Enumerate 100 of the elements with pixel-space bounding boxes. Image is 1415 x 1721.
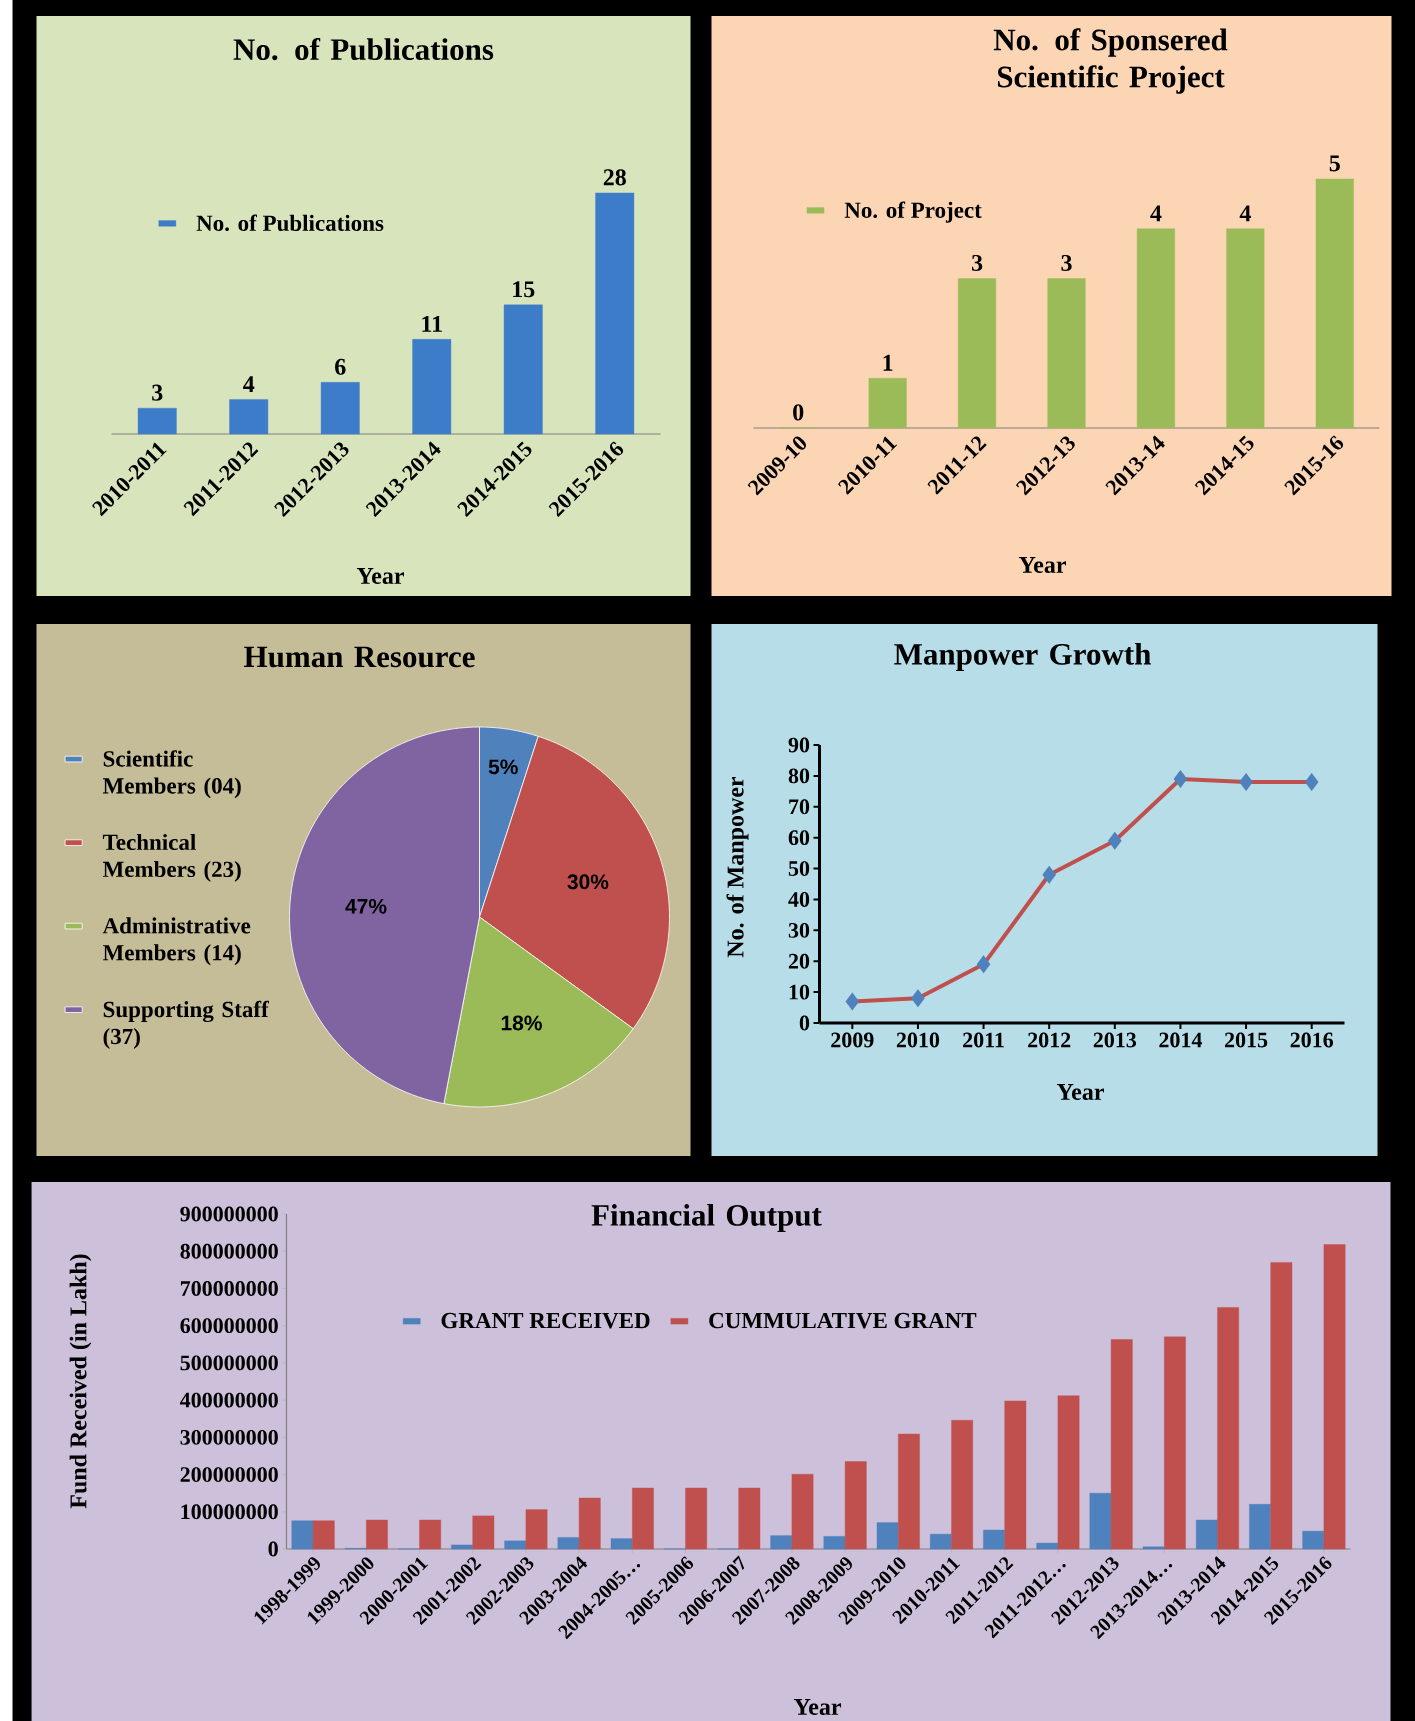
data-label: 5% <box>488 759 518 775</box>
y-tick-label: 400000000 <box>179 1392 278 1408</box>
bar <box>610 1538 633 1550</box>
bar <box>791 1474 814 1550</box>
y-tick-label: 500000000 <box>180 1355 278 1371</box>
chart-title: Manpower Growth <box>893 642 1151 672</box>
chart-title: Human Resource <box>243 646 475 668</box>
bar <box>1089 1492 1112 1550</box>
bar <box>525 1509 548 1550</box>
data-label: 3 <box>151 384 163 401</box>
x-tick-label: 2010 <box>896 1032 939 1048</box>
data-label: 15 <box>512 281 535 298</box>
bar <box>1036 1542 1058 1550</box>
y-axis-title: No. of Manpower <box>726 776 749 958</box>
data-label: 3 <box>1061 254 1072 272</box>
x-axis-title: Year <box>356 568 404 584</box>
bar <box>419 1519 441 1550</box>
bar <box>312 1520 335 1550</box>
data-label: 28 <box>603 169 626 186</box>
chart-title: No. of Publications <box>233 37 493 61</box>
x-tick-label: 2016 <box>1290 1032 1333 1048</box>
y-tick-label: 100000000 <box>181 1504 278 1520</box>
legend-label: Administrative Members (14) <box>102 917 250 966</box>
bar <box>1195 1519 1218 1550</box>
x-tick-label: 2012 <box>1027 1032 1071 1048</box>
legend-label: CUMMULATIVE GRANT <box>709 1312 977 1329</box>
x-tick-label: 2009 <box>831 1032 874 1048</box>
bar <box>1136 228 1175 429</box>
bar <box>1248 1504 1271 1550</box>
data-label: 47% <box>345 898 387 914</box>
bar <box>450 1544 473 1550</box>
bar <box>365 1519 388 1550</box>
bar <box>320 382 360 435</box>
y-tick-label: 200000000 <box>180 1467 278 1482</box>
bar <box>951 1420 973 1550</box>
y-tick-label: 60 <box>788 830 809 846</box>
y-tick-label: 80 <box>788 768 809 784</box>
bar <box>1270 1262 1292 1550</box>
y-tick-label: 900000000 <box>180 1206 278 1222</box>
bar <box>868 377 907 429</box>
data-label: 4 <box>242 376 255 393</box>
x-tick-label: 2014 <box>1159 1032 1202 1048</box>
y-tick-label: 0 <box>268 1541 278 1557</box>
legend-label: No. of Publications <box>196 214 384 232</box>
data-label: 30% <box>567 874 609 890</box>
bar <box>229 399 268 435</box>
y-tick-label: 90 <box>788 737 809 753</box>
y-tick-label: 50 <box>788 861 809 876</box>
x-axis-title: Year <box>1056 1084 1104 1100</box>
x-tick-label: 2015 <box>1224 1032 1268 1048</box>
bar <box>631 1487 654 1550</box>
y-tick-label: 300000000 <box>180 1429 278 1445</box>
bar <box>595 192 634 435</box>
data-label: 3 <box>971 254 983 272</box>
y-tick-label: 600000000 <box>180 1318 278 1334</box>
y-tick-label: 30 <box>788 922 809 938</box>
bar <box>1323 1244 1346 1550</box>
x-axis-title: Year <box>793 1699 841 1715</box>
chart-title: Financial Output <box>591 1203 822 1233</box>
bar <box>1047 278 1086 429</box>
chart-title: No. of Sponsered Scientific Project <box>993 28 1228 94</box>
data-label: 11 <box>422 315 442 332</box>
y-tick-label: 0 <box>799 1015 809 1031</box>
y-tick-label: 20 <box>788 953 809 969</box>
bar <box>982 1529 1005 1550</box>
bar <box>1315 178 1354 429</box>
bar <box>557 1537 580 1550</box>
bar <box>578 1497 601 1550</box>
data-label: 18% <box>501 1015 542 1031</box>
bar <box>929 1533 952 1550</box>
bar <box>876 1522 899 1550</box>
data-label: 4 <box>1239 205 1251 222</box>
bar <box>957 278 996 429</box>
bar <box>844 1461 867 1550</box>
bar <box>412 339 451 435</box>
y-tick-label: 70 <box>788 799 809 815</box>
legend-label: Technical Members (23) <box>102 833 241 882</box>
legend-label: Supporting Staff (37) <box>103 1000 269 1049</box>
data-label: 4 <box>1150 205 1162 222</box>
bar <box>738 1487 760 1550</box>
bar <box>685 1487 707 1550</box>
bar <box>1057 1395 1080 1550</box>
bar <box>503 304 543 435</box>
bar <box>291 1520 314 1550</box>
legend-label: No. of Project <box>844 201 982 223</box>
bar <box>1226 228 1265 429</box>
bar <box>1163 1336 1186 1550</box>
y-axis-title: Fund Received (in Lakh) <box>69 1254 92 1509</box>
y-tick-label: 800000000 <box>180 1243 278 1259</box>
legend-label: GRANT RECEIVED <box>441 1312 650 1329</box>
bar <box>1302 1530 1324 1550</box>
bar <box>1142 1546 1165 1550</box>
y-tick-label: 700000000 <box>180 1281 278 1296</box>
data-label: 1 <box>883 354 893 371</box>
data-label: 5 <box>1329 155 1340 172</box>
x-tick-label: 2013 <box>1093 1032 1136 1048</box>
bar <box>504 1540 526 1550</box>
bar <box>1004 1400 1026 1550</box>
bar <box>823 1536 846 1550</box>
bar <box>472 1515 494 1550</box>
